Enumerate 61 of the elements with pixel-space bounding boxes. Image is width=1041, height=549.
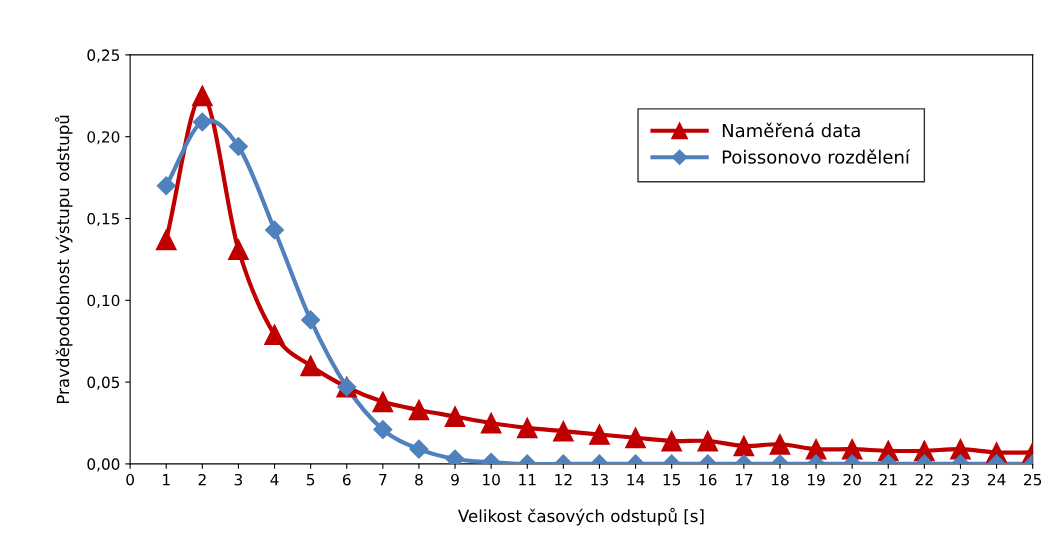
x-tick-label: 18 (771, 473, 789, 486)
point (192, 112, 212, 132)
x-tick-label: 10 (483, 473, 500, 486)
point (373, 420, 393, 440)
y-axis-title: Pravděpodobnost výstupu odstupů (54, 115, 73, 404)
x-tick-label: 13 (591, 473, 608, 486)
point (372, 391, 394, 413)
x-tick-label: 4 (270, 474, 279, 486)
point (697, 430, 719, 452)
x-axis-title: Velikost časových odstupů [s] (457, 507, 704, 526)
point (733, 435, 755, 457)
y-tick-label: 0,25 (87, 49, 120, 63)
x-tick-label: 21 (879, 473, 897, 486)
point (661, 430, 683, 452)
x-tick-label: 24 (987, 473, 1006, 486)
x-tick-label: 15 (663, 474, 681, 486)
point (480, 412, 502, 434)
point (769, 433, 791, 455)
y-tick-label: 0,10 (87, 294, 120, 308)
point (589, 424, 610, 445)
point (444, 406, 466, 427)
x-tick-label: 8 (415, 473, 423, 486)
point (301, 310, 321, 330)
point (156, 176, 176, 196)
point (228, 239, 249, 261)
y-tick-label: 0,05 (87, 376, 120, 390)
point (805, 438, 827, 460)
x-tick-label: 12 (555, 473, 572, 486)
point (625, 427, 646, 449)
y-tick-label: 0,15 (87, 212, 120, 227)
x-tick-label: 1 (163, 474, 170, 486)
y-tick-label: 0,20 (87, 131, 120, 145)
x-tick-label: 20 (843, 473, 861, 486)
x-tick-label: 5 (306, 474, 315, 486)
point (552, 420, 574, 442)
x-tick-label: 7 (379, 474, 387, 486)
x-tick-label: 2 (198, 473, 206, 486)
legend-label: Naměřená data (722, 122, 860, 138)
x-tick-label: 16 (699, 473, 717, 486)
x-tick-label: 17 (735, 474, 753, 486)
x-tick-label: 19 (808, 473, 825, 486)
legend-label: Poissonovo rozdělení (722, 149, 911, 164)
point (408, 399, 430, 421)
point (264, 220, 285, 240)
x-tick-label: 14 (627, 474, 645, 486)
point (155, 229, 177, 251)
x-tick-label: 0 (126, 473, 134, 486)
point (191, 85, 213, 107)
point (516, 417, 538, 439)
y-tick-label: 0,00 (87, 458, 120, 472)
point (264, 324, 285, 346)
x-tick-label: 3 (234, 473, 243, 486)
point (228, 136, 248, 157)
x-tick-label: 25 (1024, 473, 1041, 486)
point (409, 439, 429, 459)
x-tick-label: 11 (519, 474, 536, 486)
x-tick-label: 22 (915, 473, 933, 486)
x-tick-label: 23 (951, 473, 969, 486)
x-tick-label: 6 (342, 473, 351, 486)
point (300, 355, 322, 377)
x-tick-label: 9 (451, 473, 459, 486)
